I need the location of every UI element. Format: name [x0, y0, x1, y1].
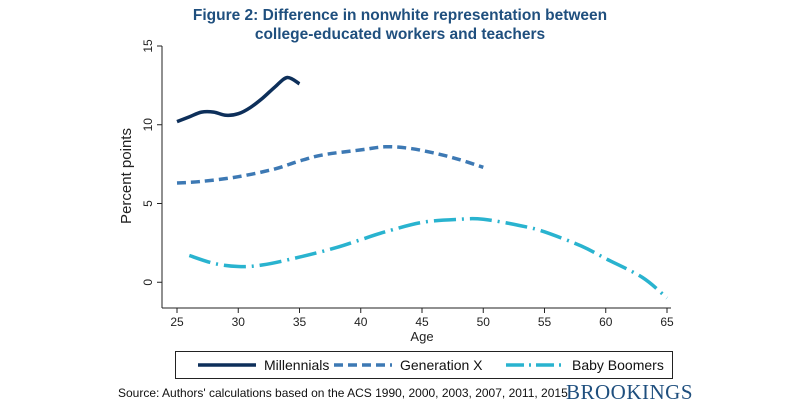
legend-label-boomers: Baby Boomers — [572, 357, 664, 373]
series-line-millennials — [176, 75, 301, 124]
brookings-logo: BROOKINGS — [566, 380, 694, 404]
legend-swatch-millennials — [198, 363, 256, 367]
series-line-genx — [176, 144, 484, 185]
series-layer — [176, 75, 669, 300]
legend-swatch-boomers — [506, 363, 564, 367]
legend-swatch-genx — [334, 363, 392, 367]
x-tick-label: 30 — [232, 315, 246, 329]
x-tick-label: 50 — [477, 315, 491, 329]
x-tick-label: 25 — [170, 315, 184, 329]
x-axis-label: Age — [410, 329, 433, 344]
y-axis-label: Percent points — [118, 128, 135, 224]
line-chart: 0 5 10 15 25 30 35 40 45 50 55 60 65 Age Percent point… — [118, 39, 674, 344]
legend-item-millennials: Millennials — [198, 352, 329, 378]
source-note: Source: Authors' calculations based on t… — [118, 386, 572, 400]
x-tick-label: 65 — [660, 315, 674, 329]
legend-item-boomers: Baby Boomers — [506, 352, 664, 378]
chart-title-line1: Figure 2: Difference in nonwhite represe… — [192, 7, 608, 24]
chart-title: Figure 2: Difference in nonwhite represe… — [0, 6, 800, 44]
chart-title-line2: college-educated workers and teachers — [254, 26, 546, 43]
x-tick-label: 60 — [599, 315, 613, 329]
axes — [157, 45, 671, 313]
legend-label-millennials: Millennials — [264, 357, 330, 373]
x-tick-label: 35 — [293, 315, 307, 329]
y-tick-label: 10 — [141, 118, 155, 132]
legend-label-genx: Generation X — [400, 357, 483, 373]
y-tick-label: 0 — [141, 279, 155, 286]
y-tick-label: 5 — [141, 200, 155, 207]
x-tick-label: 55 — [538, 315, 552, 329]
series-line-boomers — [188, 216, 669, 300]
x-tick-label: 40 — [354, 315, 368, 329]
legend: Millennials Generation X Baby Boomers — [175, 351, 673, 379]
axis-labels: 0 5 10 15 25 30 35 40 45 50 55 60 65 Age Percent point… — [118, 39, 674, 344]
x-tick-label: 45 — [415, 315, 429, 329]
legend-item-genx: Generation X — [334, 352, 483, 378]
y-tick-label: 15 — [141, 39, 155, 53]
